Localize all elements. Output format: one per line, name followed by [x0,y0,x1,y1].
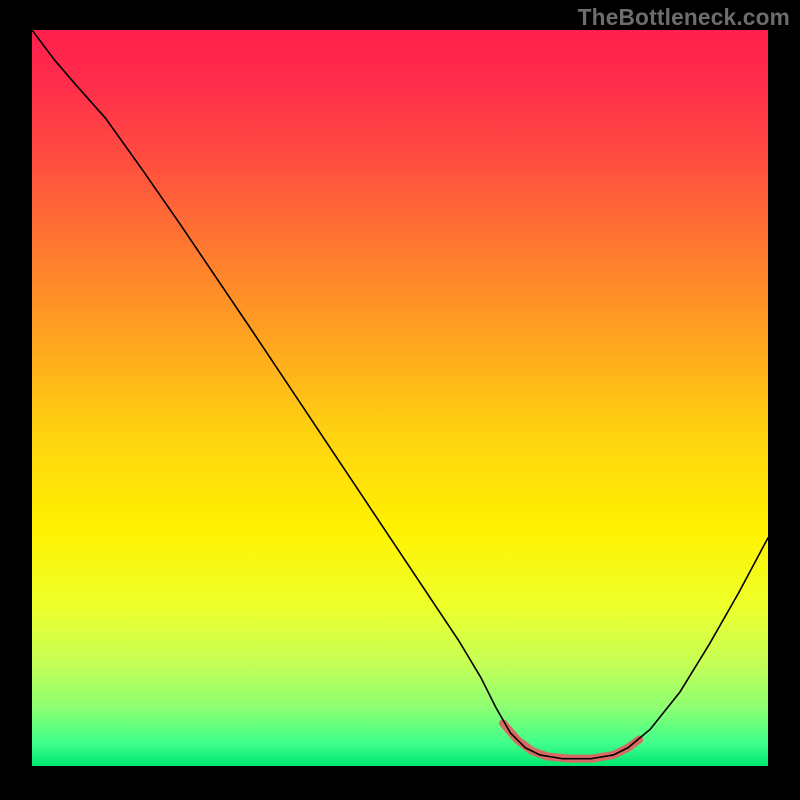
gradient-line-chart [32,30,768,766]
watermark-text: TheBottleneck.com [578,4,790,31]
chart-container: TheBottleneck.com [0,0,800,800]
plot-area [32,30,768,766]
chart-background [32,30,768,766]
